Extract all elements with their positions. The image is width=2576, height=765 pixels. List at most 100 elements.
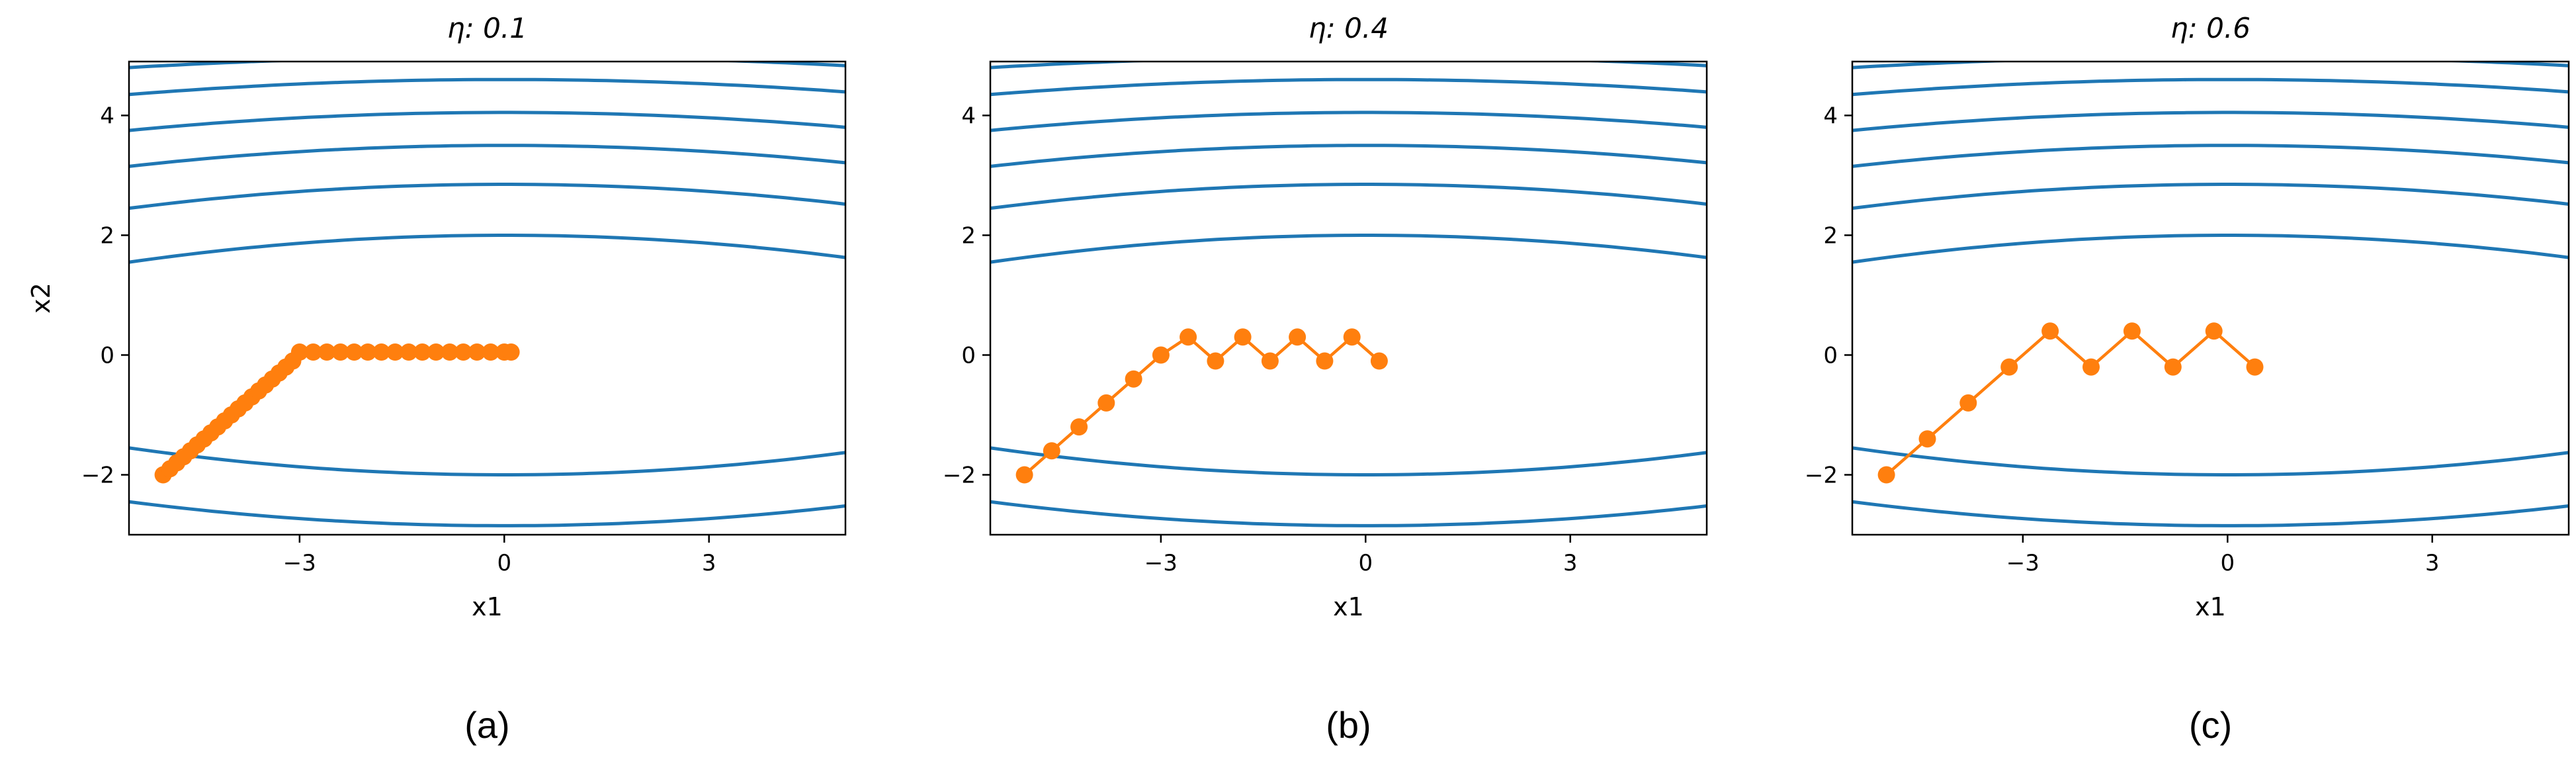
axes-frame xyxy=(989,60,1708,536)
path-point xyxy=(1234,328,1252,346)
path-point xyxy=(1207,352,1224,370)
path-point xyxy=(386,343,404,361)
y-tick-label: 0 xyxy=(100,342,114,369)
contour-line xyxy=(1852,183,2569,210)
contour-line xyxy=(990,446,1707,476)
panel-c-path xyxy=(1877,322,2264,484)
y-tick-label: −2 xyxy=(1805,462,1838,488)
path-point xyxy=(1289,328,1307,346)
path-point xyxy=(2246,358,2264,376)
panel-c-axes xyxy=(1851,60,2570,536)
contour-line xyxy=(1852,446,2569,476)
path-line xyxy=(162,350,511,476)
panel-a-yticks: −2 0 2 4 xyxy=(81,103,129,488)
path-point xyxy=(345,343,363,361)
panel-c-xticks: −3 0 3 xyxy=(2006,535,2440,576)
path-point xyxy=(2041,322,2059,340)
path-point xyxy=(1918,430,1936,448)
contour-line xyxy=(1852,500,2569,527)
panel-c-title: η: 0.6 xyxy=(2170,12,2251,44)
panel-c: η: 0.6 −3 0 3 −2 0 2 4 x1 (c) xyxy=(1805,12,2570,746)
contour-line xyxy=(129,144,845,168)
panel-b-xticks: −3 0 3 xyxy=(1144,535,1578,576)
contour-line xyxy=(129,77,845,97)
x-tick-label: 0 xyxy=(2220,550,2235,576)
path-line xyxy=(1885,329,2256,476)
path-point xyxy=(359,343,376,361)
path-point xyxy=(2123,322,2141,340)
panel-b-xlabel: x1 xyxy=(1333,592,1364,621)
y-tick-label: 4 xyxy=(100,103,114,129)
panel-b-yticks: −2 0 2 4 xyxy=(943,103,990,488)
path-point xyxy=(1097,394,1115,412)
panel-a-contours xyxy=(129,62,845,527)
panel-c-caption: (c) xyxy=(2189,704,2232,746)
path-point xyxy=(1125,370,1142,388)
path-point xyxy=(2164,358,2182,376)
path-point xyxy=(1959,394,1977,412)
path-point xyxy=(441,343,458,361)
contour-line xyxy=(129,111,845,132)
path-point xyxy=(454,343,472,361)
panel-a-xlabel: x1 xyxy=(472,592,503,621)
axes-frame xyxy=(1851,60,2570,536)
axes-frame xyxy=(128,60,847,536)
contour-line xyxy=(129,183,845,210)
contour-line xyxy=(129,446,845,476)
contour-line xyxy=(990,500,1707,527)
path-point xyxy=(2205,322,2223,340)
path-point xyxy=(413,343,431,361)
panel-c-xlabel: x1 xyxy=(2195,592,2226,621)
path-point xyxy=(1043,442,1060,460)
y-tick-label: 0 xyxy=(961,342,976,369)
panel-b-axes xyxy=(989,60,1708,536)
x-tick-label: −3 xyxy=(1144,550,1178,576)
contour-line xyxy=(990,144,1707,168)
contour-line xyxy=(129,500,845,527)
panel-b-caption: (b) xyxy=(1326,704,1371,746)
contour-line xyxy=(990,77,1707,97)
panel-a-title: η: 0.1 xyxy=(447,12,527,44)
y-tick-label: 2 xyxy=(100,222,114,249)
panel-a-path xyxy=(154,343,520,484)
path-point xyxy=(502,343,520,361)
x-tick-label: 3 xyxy=(1563,550,1578,576)
path-point xyxy=(1015,466,1033,484)
path-point xyxy=(427,343,445,361)
x-tick-label: 0 xyxy=(497,550,511,576)
contour-line xyxy=(1852,77,2569,97)
path-point xyxy=(1877,466,1895,484)
panel-c-contours xyxy=(1852,62,2569,527)
y-tick-label: −2 xyxy=(81,462,114,488)
x-tick-label: −3 xyxy=(283,550,316,576)
y-tick-label: 2 xyxy=(1823,222,1838,249)
contour-line xyxy=(990,183,1707,210)
panel-b: η: 0.4 −3 0 3 −2 0 2 4 x1 (b) xyxy=(943,12,1708,746)
y-tick-label: 0 xyxy=(1823,342,1838,369)
path-point xyxy=(318,343,336,361)
path-point xyxy=(1343,328,1361,346)
path-point xyxy=(331,343,349,361)
path-point xyxy=(1152,346,1170,364)
path-point xyxy=(1370,352,1388,370)
panel-b-path xyxy=(1015,328,1388,484)
panel-b-contours xyxy=(990,62,1707,527)
x-tick-label: 0 xyxy=(1358,550,1373,576)
x-tick-label: 3 xyxy=(2425,550,2440,576)
path-point xyxy=(482,343,499,361)
path-point xyxy=(372,343,390,361)
panel-a-ylabel: x2 xyxy=(26,283,56,314)
x-tick-label: −3 xyxy=(2006,550,2039,576)
panel-b-title: η: 0.4 xyxy=(1309,12,1389,44)
path-point xyxy=(1316,352,1334,370)
contour-line xyxy=(1852,234,2569,264)
panel-a-caption: (a) xyxy=(464,704,509,746)
contour-line xyxy=(990,111,1707,132)
path-point xyxy=(1070,418,1088,436)
path-point xyxy=(290,343,308,361)
contour-line xyxy=(990,234,1707,264)
contour-line xyxy=(1852,111,2569,132)
path-point xyxy=(468,343,486,361)
y-tick-label: 4 xyxy=(1823,103,1838,129)
contour-line xyxy=(129,234,845,264)
